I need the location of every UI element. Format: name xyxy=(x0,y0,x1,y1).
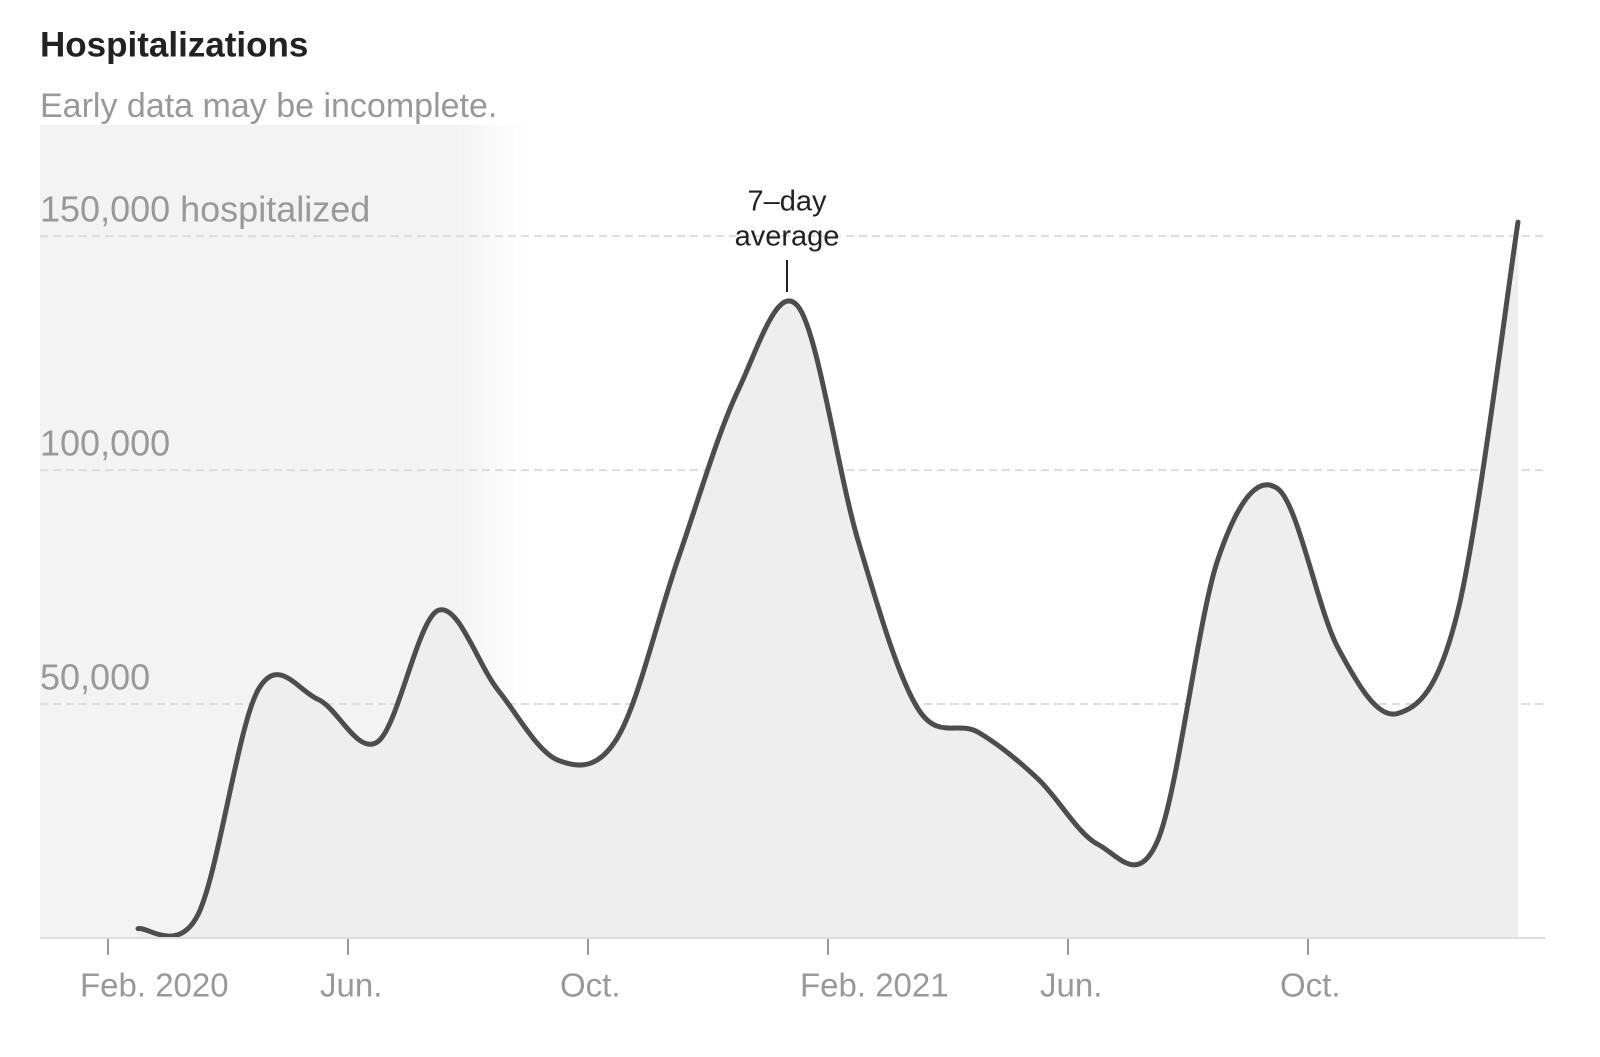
x-tick-label: Jun. xyxy=(320,967,382,1004)
x-tick-label: Feb. 2020 xyxy=(80,967,229,1004)
chart-title: Hospitalizations xyxy=(40,25,308,64)
area xyxy=(138,222,1518,939)
plot xyxy=(135,219,1521,939)
annotation: average xyxy=(735,221,840,253)
x-tick-label: Feb. 2021 xyxy=(800,967,949,1004)
y-tick-label: 100,000 xyxy=(40,423,170,464)
x-tick-label: Oct. xyxy=(1280,967,1341,1004)
annotation: 7–day xyxy=(747,186,827,218)
y-tick-label: 50,000 xyxy=(40,657,150,698)
chart-subtitle: Early data may be incomplete. xyxy=(40,87,497,125)
grid: 50,000 100,000 150,000 hospitalized Feb. 20… xyxy=(40,189,1545,1004)
y-tick-label: 150,000 hospitalized xyxy=(40,189,370,230)
x-tick-label: Jun. xyxy=(1040,967,1102,1004)
line xyxy=(135,219,1521,939)
x-tick-label: Oct. xyxy=(560,967,621,1004)
